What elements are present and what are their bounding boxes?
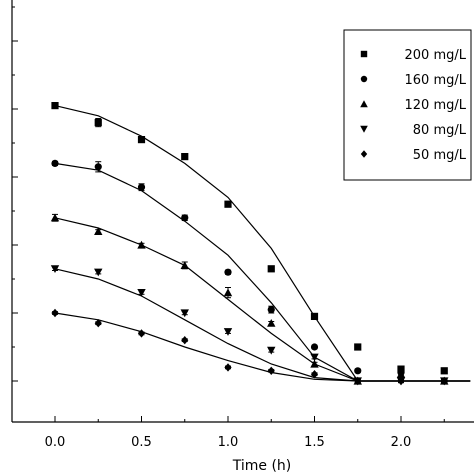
data-point-triangle-up [180,261,189,269]
legend-marker-circle [360,75,368,83]
legend-label: 200 mg/L [405,48,467,63]
data-point-diamond [267,366,275,375]
fit-line-4 [54,312,471,382]
x-axis-title: Time (h) [232,458,292,474]
legend-marker-triangle-up [360,100,368,108]
data-point-square [267,265,275,273]
x-tick-label: 2.0 [391,435,412,450]
data-point-diamond [137,329,146,338]
data-point-square [310,312,319,320]
data-point-circle [224,268,232,276]
data-point-triangle-up [50,213,60,222]
x-tick-label: 1.0 [218,435,239,450]
data-point-diamond [354,376,362,386]
data-point-diamond [310,370,319,379]
data-point-triangle-down [94,268,103,277]
data-point-triangle-up [267,319,276,327]
data-point-triangle-down [180,309,189,318]
x-tick-label: 1.5 [304,435,325,450]
x-tick-label: 0.5 [131,435,152,450]
legend-label: 50 mg/L [413,148,467,163]
data-point-triangle-down [137,289,146,297]
data-point-square [51,102,59,110]
data-point-triangle-down [50,265,60,273]
legend-marker-square [360,50,368,58]
data-point-triangle-up [310,359,319,368]
data-point-diamond [51,308,59,318]
data-point-square [224,200,232,208]
data-point-triangle-down [267,346,276,355]
data-point-triangle-up [396,370,406,378]
data-point-triangle-down [310,353,319,362]
data-point-circle [51,159,59,167]
data-point-circle [137,183,146,191]
data-point-circle [267,306,275,314]
data-points [50,102,449,386]
data-point-triangle-up [137,240,146,249]
data-point-square [137,136,146,144]
legend-label: 80 mg/L [413,123,467,138]
data-point-triangle-up [94,227,103,235]
axes: 0.0 0.5 1.0 1.5 2.0 [11,0,474,450]
data-point-diamond [397,376,405,386]
legend-marker-triangle-down [360,125,368,133]
data-point-circle [181,214,189,222]
data-point-triangle-down [223,328,233,336]
data-point-circle [310,343,319,351]
data-point-square [440,367,448,375]
legend-marker-diamond [360,150,368,158]
fit-line-1 [54,162,471,382]
data-point-square [181,153,189,161]
data-point-diamond [94,319,102,328]
legend-label: 160 mg/L [405,73,467,88]
legend-label: 120 mg/L [405,98,467,113]
data-point-triangle-up [223,288,233,297]
data-point-diamond [181,336,189,345]
data-point-diamond [440,376,448,386]
x-tick-label: 0.0 [45,435,66,450]
data-point-circle [354,367,362,375]
legend: 200 mg/L 160 mg/L 120 mg/L 80 mg/L 50 mg/L [343,29,472,181]
fit-line-2 [54,217,471,382]
data-point-square [354,343,362,351]
data-point-diamond [224,363,232,372]
data-point-square [94,119,102,127]
data-point-circle [94,163,102,171]
